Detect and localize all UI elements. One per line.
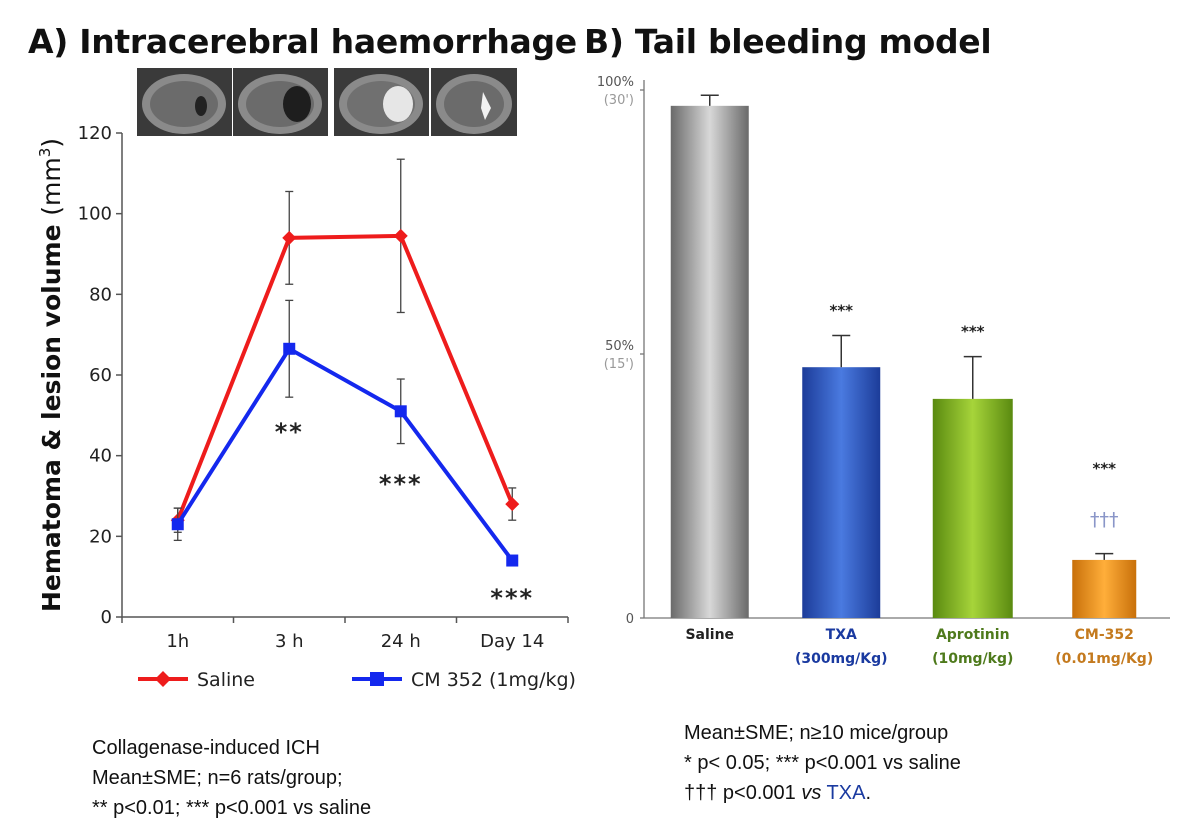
note-fragment: TXA [821,782,866,804]
x-tick-label: 24 h [381,631,421,652]
data-point [171,518,184,531]
note-fragment: . [865,782,871,804]
bar [932,398,1013,618]
bar [1072,559,1137,618]
note-line: Mean±SME; n≥10 mice/group [684,722,949,744]
y-tick-label: 0 [101,607,112,628]
y-tick-label: 80 [89,284,112,305]
panel-b-notes: Mean±SME; n≥10 mice/group * p< 0.05; ***… [684,718,961,808]
x-tick-sublabel: (300mg/Kg) [795,651,888,667]
x-tick-label: TXA [826,627,857,643]
bar [670,105,749,619]
significance-label: *** [379,470,423,498]
y-tick-label: 100% [597,75,634,90]
x-tick-sublabel: (0.01mg/Kg) [1055,651,1153,667]
panel-a-notes: Collagenase-induced ICH Mean±SME; n=6 ra… [92,733,371,823]
mri-image [137,68,233,136]
legend-marker [155,671,171,687]
panel-b-title: B) Tail bleeding model [584,22,992,61]
data-point [393,228,408,243]
mri-image [431,68,518,136]
x-tick-label: Day 14 [480,631,544,652]
significance-label: *** [961,323,985,341]
legend-marker [370,672,384,686]
series-line [176,346,514,562]
y-axis-label-close: ) [37,138,66,148]
data-point [505,497,520,512]
x-tick-label: 3 h [275,631,304,652]
y-tick-label: 50% [605,339,634,354]
data-point [394,405,407,418]
legend-label: CM 352 (1mg/kg) [411,669,576,691]
note-fragment: ††† p<0.001 [684,782,802,804]
panel-a-title: A) Intracerebral haemorrhage [28,22,577,61]
mri-image [334,68,430,136]
significance-label: ** [275,418,304,446]
note-fragment: vs [801,782,822,804]
y-tick-sublabel: (15') [604,357,634,372]
y-tick-label: 20 [89,526,112,547]
y-tick-label: 120 [78,123,112,144]
y-tick-label: 0 [626,612,634,627]
significance-label: *** [829,302,853,320]
bar [802,367,881,618]
y-axis-label-sup: 3 [36,148,54,158]
significance-label: *** [490,584,534,612]
data-point [283,342,296,355]
y-axis-label-unit: (mm [37,157,66,215]
note-line: * p< 0.05; *** p<0.001 vs saline [684,752,961,774]
note-line: ††† p<0.001 vs TXA. [684,778,961,808]
note-line: Collagenase-induced ICH [92,737,320,759]
series-line [175,233,515,521]
data-point [506,554,519,567]
x-tick-label: Aprotinin [936,627,1010,643]
data-point [282,230,297,245]
significance-label: *** [1092,460,1116,478]
y-tick-sublabel: (30') [604,93,634,108]
legend-label: Saline [197,669,255,691]
note-line: ** p<0.01; *** p<0.001 vs saline [92,797,372,819]
x-tick-label: 1h [166,631,189,652]
y-axis-label: Hematoma & lesion volume (mm3) [36,138,66,612]
x-tick-sublabel: (10mg/kg) [932,651,1013,667]
y-axis-label-text: Hematoma & lesion volume [37,216,66,612]
dagger-label: ††† [1090,509,1119,531]
x-tick-label: CM-352 [1075,627,1134,643]
x-tick-label: Saline [685,627,734,643]
note-line: Mean±SME; n=6 rats/group; [92,767,343,789]
mri-image [233,68,329,136]
y-tick-label: 100 [78,204,112,225]
y-tick-label: 60 [89,365,112,386]
y-tick-label: 40 [89,446,112,467]
